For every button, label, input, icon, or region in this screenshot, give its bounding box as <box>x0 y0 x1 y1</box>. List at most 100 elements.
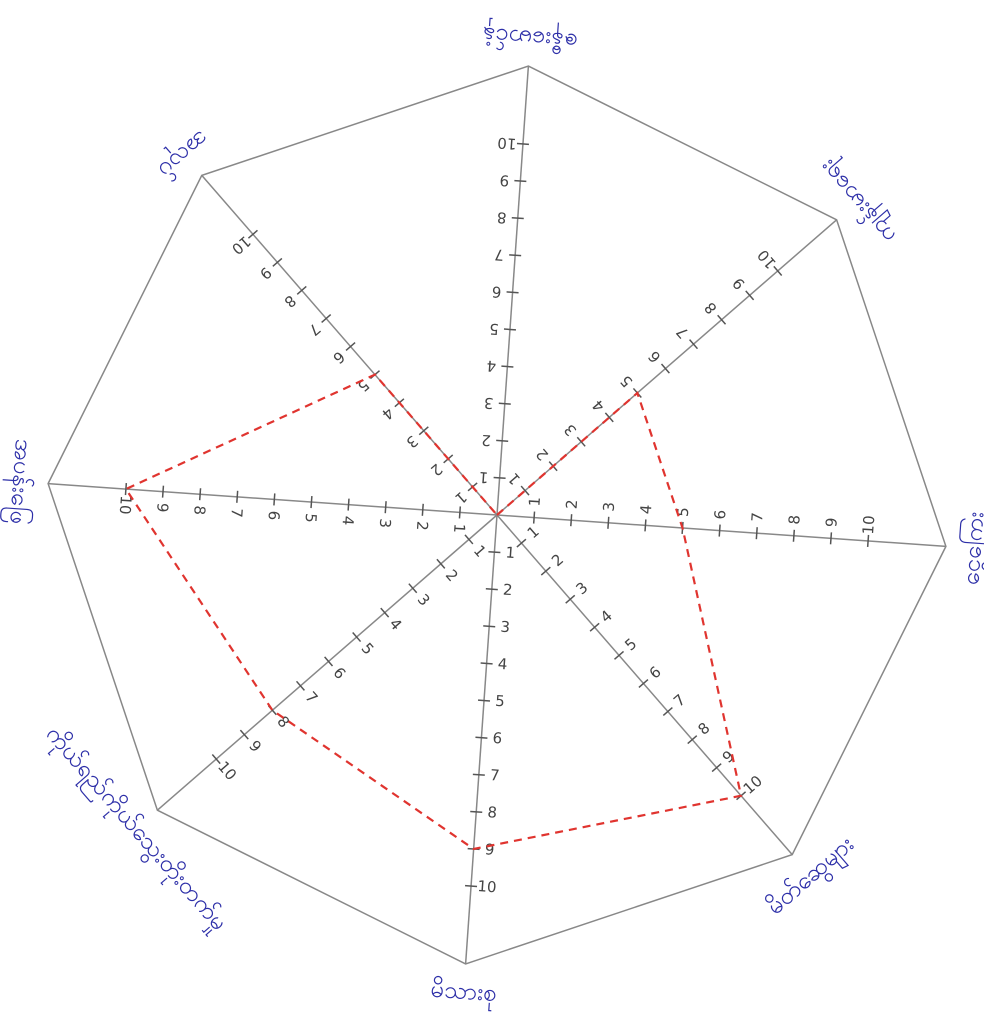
tick-label: 4 <box>589 396 609 415</box>
tick-label: 1 <box>470 542 490 561</box>
tick-mark <box>512 218 524 219</box>
tick-mark <box>422 504 423 516</box>
tick-label: 7 <box>489 766 500 785</box>
tick-label: 9 <box>719 747 738 767</box>
tick-label: 8 <box>281 291 300 311</box>
tick-mark <box>501 366 513 367</box>
tick-mark <box>348 499 349 511</box>
tick-mark <box>459 506 460 518</box>
tick-label: 2 <box>413 520 432 531</box>
tick-mark <box>868 535 869 547</box>
tick-label: 10 <box>497 134 517 153</box>
tick-label: 8 <box>701 299 721 318</box>
spoke <box>202 175 497 515</box>
tick-label: 7 <box>301 688 321 707</box>
tick-mark <box>486 589 498 590</box>
tick-label: 9 <box>499 171 510 190</box>
tick-mark <box>488 552 500 553</box>
tick-label: 7 <box>227 507 246 518</box>
tick-mark <box>274 493 275 505</box>
tick-label: 9 <box>729 274 749 293</box>
tick-label: 1 <box>504 469 524 488</box>
tick-label: 3 <box>560 421 580 440</box>
category-label: ကျန်းမာရေး <box>812 151 905 250</box>
tick-label: 4 <box>486 357 497 376</box>
tick-mark <box>534 512 535 524</box>
tick-label: 4 <box>386 615 406 634</box>
tick-label: 10 <box>859 515 878 535</box>
tick-label: 3 <box>376 518 395 529</box>
tick-mark <box>237 491 238 503</box>
tick-label: 5 <box>617 372 637 391</box>
tick-label: 8 <box>785 514 804 525</box>
tick-label: 6 <box>329 664 349 683</box>
tick-label: 7 <box>748 512 767 523</box>
tick-label: 9 <box>153 502 172 513</box>
tick-label: 9 <box>245 737 265 756</box>
tick-label: 6 <box>264 510 283 521</box>
category-label: ဇနီးမောင်နှံ <box>482 16 579 58</box>
tick-label: 4 <box>378 404 397 424</box>
tick-label: 9 <box>484 840 495 859</box>
tick-label: 1 <box>505 543 516 562</box>
spoke <box>497 220 837 515</box>
tick-label: 4 <box>339 515 358 526</box>
tick-label: 2 <box>532 445 552 464</box>
tick-label: 2 <box>502 581 513 600</box>
category-label: မိတ်ဆွေများ <box>760 829 863 925</box>
tick-mark <box>507 292 519 293</box>
tick-label: 1 <box>525 496 544 507</box>
tick-label: 5 <box>354 376 373 396</box>
tick-label: 10 <box>477 877 497 896</box>
tick-mark <box>494 477 506 478</box>
tick-mark <box>719 525 720 537</box>
tick-mark <box>831 532 832 544</box>
tick-label: 7 <box>494 245 505 264</box>
tick-label: 8 <box>190 505 209 516</box>
tick-mark <box>473 774 485 775</box>
spoke <box>157 515 497 810</box>
tick-label: 4 <box>637 504 656 515</box>
tick-label: 4 <box>597 607 616 627</box>
tick-label: 6 <box>645 347 665 366</box>
category-label: အလုပ် <box>150 122 216 186</box>
tick-mark <box>645 519 646 531</box>
tick-mark <box>465 886 477 887</box>
tick-label: 7 <box>305 319 324 339</box>
category-label: မိသားစု <box>429 974 498 1013</box>
category-label: အပန်းဖြေ <box>0 438 40 526</box>
tick-label: 6 <box>491 282 502 301</box>
tick-label: 1 <box>478 468 489 487</box>
tick-label: 6 <box>492 729 503 748</box>
tick-label: 5 <box>495 692 506 711</box>
tick-label: 7 <box>670 691 689 711</box>
tick-label: 3 <box>483 394 494 413</box>
tick-label: 1 <box>524 522 543 542</box>
chart: 12345678910ဇနီးမောင်နှံ12345678910ကျန်းမ… <box>0 0 984 1028</box>
tick-label: 6 <box>329 347 348 367</box>
tick-mark <box>608 517 609 529</box>
tick-label: 7 <box>673 323 693 342</box>
category-label: ကိုယ်ရည်ကိုယ်သွေးတိုးတက်မှု <box>36 719 234 940</box>
tick-label: 3 <box>500 618 511 637</box>
tick-label: 3 <box>403 432 422 452</box>
tick-label: 8 <box>496 208 507 227</box>
tick-label: 3 <box>572 578 591 598</box>
tick-mark <box>385 501 386 513</box>
tick-mark <box>475 737 487 738</box>
tick-label: 4 <box>497 655 508 674</box>
tick-label: 5 <box>621 635 640 655</box>
tick-mark <box>514 181 526 182</box>
tick-label: 5 <box>302 513 321 524</box>
tick-label: 1 <box>451 488 470 508</box>
tick-label: 2 <box>481 431 492 450</box>
tick-label: 2 <box>442 566 462 585</box>
data-polygon <box>126 375 741 849</box>
tick-mark <box>483 626 495 627</box>
category-label: ငွေကြေး <box>954 511 984 587</box>
tick-mark <box>481 663 493 664</box>
tick-label: 5 <box>489 320 500 339</box>
tick-label: 6 <box>646 663 665 683</box>
tick-mark <box>756 527 757 539</box>
tick-mark <box>517 143 529 144</box>
